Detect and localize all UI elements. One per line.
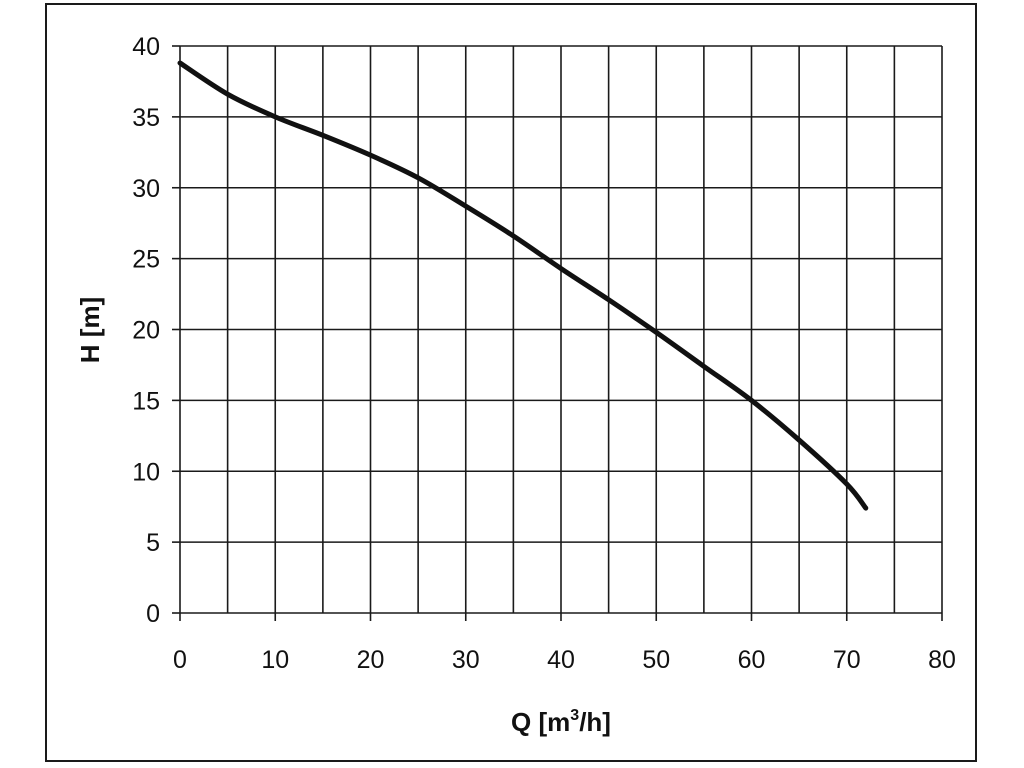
x-tick-label: 0 <box>173 646 187 674</box>
y-axis-label: H [m] <box>75 297 105 363</box>
x-tick-labels: 0 10 20 30 40 50 60 70 80 <box>173 613 956 674</box>
x-tick-label: 70 <box>833 646 861 674</box>
y-tick-label: 40 <box>132 33 160 61</box>
x-tick-label: 30 <box>452 646 480 674</box>
y-tick-label: 30 <box>132 175 160 203</box>
x-axis-label-sup: 3 <box>570 707 579 724</box>
x-tick-label: 10 <box>261 646 289 674</box>
y-tick-label: 0 <box>146 600 160 628</box>
x-tick-label: 20 <box>357 646 385 674</box>
x-tick-label: 60 <box>738 646 766 674</box>
x-tick-label: 80 <box>928 646 956 674</box>
x-axis-label-main: Q [m <box>511 707 570 737</box>
series-lines <box>177 60 869 511</box>
y-tick-label: 10 <box>132 458 160 486</box>
series-line <box>177 60 869 511</box>
y-tick-labels: 0 5 10 15 20 25 30 35 40 <box>132 33 180 628</box>
y-tick-label: 5 <box>146 529 160 557</box>
y-tick-label: 20 <box>132 317 160 345</box>
x-axis-label-tail: /h] <box>579 707 611 737</box>
chart-frame <box>45 3 977 762</box>
x-tick-label: 40 <box>547 646 575 674</box>
grid <box>179 45 943 614</box>
y-tick-label: 15 <box>132 387 160 415</box>
x-axis-label: Q [m3/h] <box>511 707 611 737</box>
x-tick-label: 50 <box>642 646 670 674</box>
y-tick-label: 35 <box>132 104 160 132</box>
y-tick-label: 25 <box>132 246 160 274</box>
